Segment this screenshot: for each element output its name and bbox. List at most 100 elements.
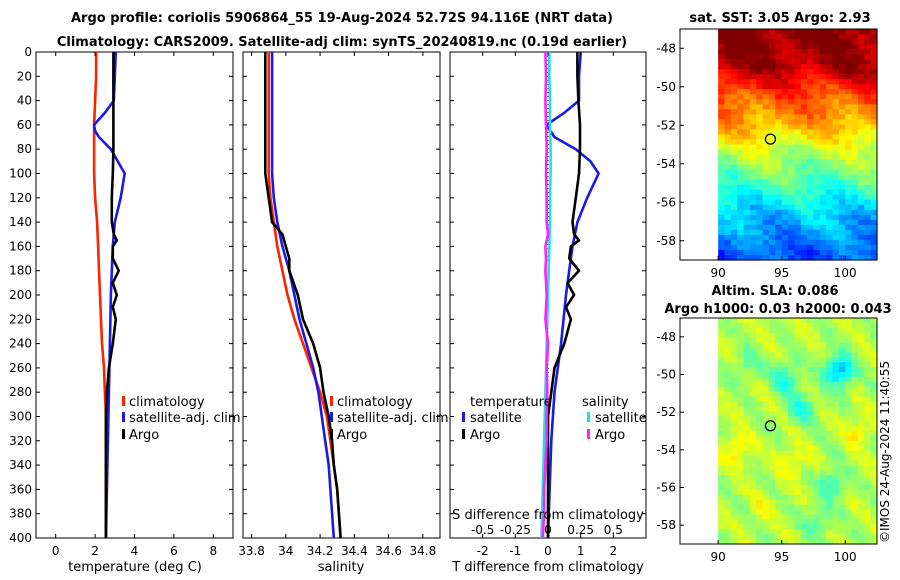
x-tick-label: 95 xyxy=(774,266,789,280)
map-cell xyxy=(845,174,853,181)
sla-map-title-line2: Argo h1000: 0.03 h2000: 0.043 xyxy=(664,302,891,317)
temperature-xlabel: temperature (deg C) xyxy=(68,560,202,575)
map-cell xyxy=(857,94,865,100)
map-cell xyxy=(730,89,738,95)
map-cell xyxy=(775,519,783,525)
map-cell xyxy=(826,139,834,146)
map-cell xyxy=(864,44,872,50)
map-cell xyxy=(730,49,738,55)
map-cell xyxy=(749,465,757,471)
map-cell xyxy=(743,539,751,545)
map-cell xyxy=(730,174,738,181)
map-cell xyxy=(724,114,732,120)
map-cell xyxy=(762,129,770,136)
map-cell xyxy=(813,184,821,191)
map-cell xyxy=(870,480,878,486)
x-tick-label: -2 xyxy=(477,544,489,558)
map-cell xyxy=(781,332,789,339)
map-cell xyxy=(845,34,853,40)
map-cell xyxy=(845,64,853,70)
map-cell xyxy=(788,229,795,236)
map-cell xyxy=(819,475,827,481)
map-cell xyxy=(768,426,776,432)
map-cell xyxy=(794,347,802,353)
map-cell xyxy=(838,234,846,241)
map-cell xyxy=(743,465,751,471)
map-cell xyxy=(807,94,815,100)
map-cell xyxy=(730,524,738,530)
map-cell xyxy=(845,179,853,186)
y-tick-label: 340 xyxy=(9,458,32,472)
y-tick-label: 60 xyxy=(17,118,32,132)
map-cell xyxy=(749,386,757,393)
map-cell xyxy=(749,144,757,151)
map-cell xyxy=(749,224,757,231)
map-cell xyxy=(718,74,726,80)
map-cell xyxy=(768,494,776,501)
map-cell xyxy=(826,179,834,186)
map-cell xyxy=(743,79,751,85)
map-cell xyxy=(807,431,815,437)
map-cell xyxy=(800,406,808,412)
map-cell xyxy=(838,174,846,181)
map-cell xyxy=(838,480,846,486)
legend-swatch-satellite xyxy=(122,412,125,422)
map-cell xyxy=(838,209,846,216)
map-cell xyxy=(845,352,853,358)
map-cell xyxy=(756,372,764,378)
map-cell xyxy=(826,234,834,241)
map-cell xyxy=(826,440,834,447)
map-cell xyxy=(768,416,776,422)
map-cell xyxy=(851,134,859,141)
map-cell xyxy=(718,109,726,115)
map-cell xyxy=(864,372,872,378)
map-cell xyxy=(718,59,726,65)
map-cell xyxy=(870,381,878,388)
map-cell xyxy=(800,64,808,70)
map-cell xyxy=(775,499,783,506)
map-cell xyxy=(800,124,808,131)
map-cell xyxy=(838,74,846,80)
map-cell xyxy=(749,489,757,496)
map-cell xyxy=(749,84,757,90)
map-cell xyxy=(762,509,770,516)
map-cell xyxy=(768,224,776,231)
map-cell xyxy=(800,174,808,181)
map-cell xyxy=(838,465,846,471)
map-cell xyxy=(756,406,764,412)
map-cell xyxy=(845,396,853,403)
map-cell xyxy=(781,184,789,191)
map-cell xyxy=(807,39,815,45)
map-cell xyxy=(864,249,872,256)
map-cell xyxy=(775,144,783,151)
map-cell xyxy=(737,396,745,403)
map-cell xyxy=(794,54,802,60)
map-cell xyxy=(756,109,764,115)
map-cell xyxy=(838,352,846,358)
map-cell xyxy=(756,199,764,206)
map-cell xyxy=(819,64,827,70)
map-cell xyxy=(838,337,846,344)
map-cell xyxy=(749,124,757,131)
map-cell xyxy=(851,465,859,471)
legend-label-satellite: satellite-adj. clim xyxy=(129,411,241,426)
map-cell xyxy=(743,416,751,422)
map-cell xyxy=(832,129,840,136)
map-cell xyxy=(832,480,840,486)
map-cell xyxy=(826,169,834,176)
map-cell xyxy=(851,342,859,349)
map-cell xyxy=(730,460,738,466)
map-cell xyxy=(762,119,770,126)
map-cell xyxy=(718,337,726,344)
map-cell xyxy=(756,214,764,221)
map-cell xyxy=(832,89,840,95)
map-cell xyxy=(737,322,745,329)
map-cell xyxy=(775,332,783,339)
map-cell xyxy=(832,34,840,40)
map-cell xyxy=(775,529,783,535)
map-cell xyxy=(832,445,840,452)
map-cell xyxy=(838,426,846,432)
map-cell xyxy=(749,381,757,388)
map-cell xyxy=(800,254,808,261)
map-cell xyxy=(851,139,859,146)
